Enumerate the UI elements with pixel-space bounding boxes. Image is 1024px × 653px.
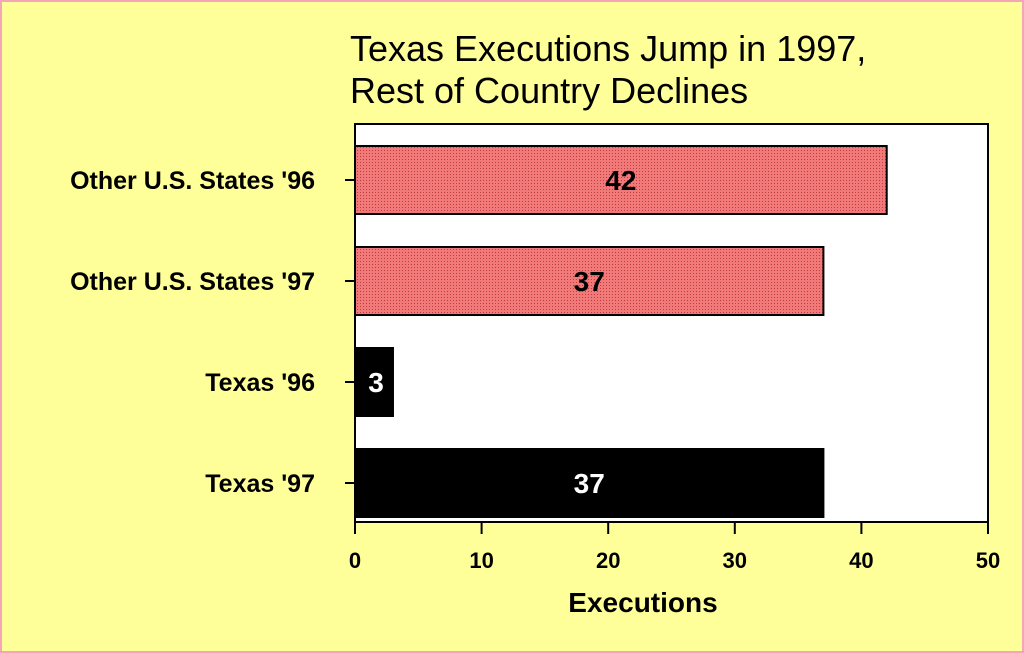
x-tick-label-1: 10 xyxy=(469,548,493,573)
data-label-3: 37 xyxy=(574,468,605,499)
category-label-2: Texas '96 xyxy=(205,369,315,397)
chart-title-line-2: Rest of Country Declines xyxy=(350,70,749,111)
category-label-3: Texas '97 xyxy=(205,470,315,498)
chart-title: Texas Executions Jump in 1997, Rest of C… xyxy=(350,28,866,112)
x-tick-label-4: 40 xyxy=(849,548,873,573)
data-label-1: 37 xyxy=(574,266,605,297)
x-tick-label-3: 30 xyxy=(723,548,747,573)
chart-title-line-1: Texas Executions Jump in 1997, xyxy=(350,28,867,69)
data-label-2: 3 xyxy=(368,367,384,398)
bar-3 xyxy=(354,448,825,518)
bar-0 xyxy=(354,145,888,215)
x-tick-label-2: 20 xyxy=(596,548,620,573)
x-tick-label-0: 0 xyxy=(349,548,361,573)
x-axis-title: Executions xyxy=(568,587,717,618)
bar-1 xyxy=(354,246,825,316)
category-label-0: Other U.S. States '96 xyxy=(70,167,315,195)
data-label-0: 42 xyxy=(605,165,636,196)
category-label-1: Other U.S. States '97 xyxy=(70,268,315,296)
x-tick-label-5: 50 xyxy=(976,548,1000,573)
